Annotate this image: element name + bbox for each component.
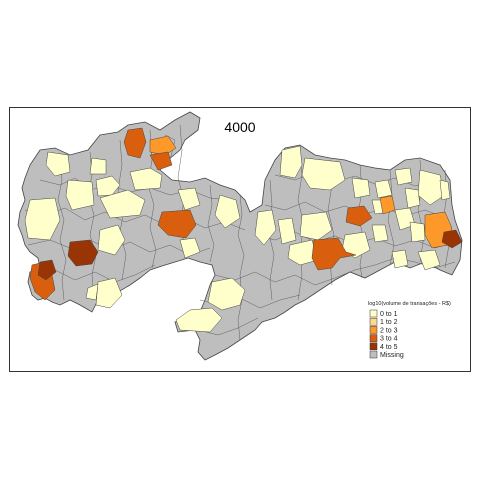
legend: log10(volume de transações - R$) 0 to 11… [368, 301, 451, 359]
legend-swatch [369, 317, 378, 326]
legend-label: 4 to 5 [380, 344, 398, 351]
state-shape [17, 111, 463, 361]
legend-label: 0 to 1 [380, 311, 398, 318]
legend-swatch [369, 342, 378, 351]
legend-swatch [369, 309, 378, 318]
legend-label: 3 to 4 [380, 336, 398, 343]
state-outline [17, 111, 463, 361]
municipalities-4-to-5 [37, 229, 463, 281]
legend-label: Missing [380, 352, 404, 359]
legend-title: log10(volume de transações - R$) [368, 301, 451, 307]
legend-label: 1 to 2 [380, 319, 398, 326]
legend-swatch [369, 326, 378, 334]
legend-swatch [369, 334, 378, 342]
legend-swatch [369, 350, 378, 359]
map-title: 4000 [224, 119, 255, 135]
legend-label: 2 to 3 [380, 327, 398, 334]
